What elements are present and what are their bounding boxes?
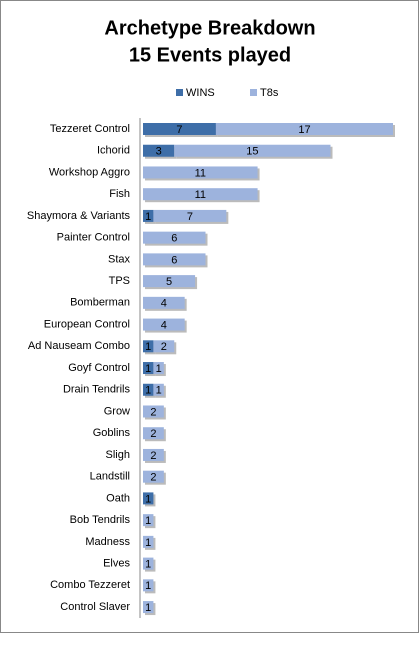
- bar: [143, 601, 154, 614]
- data-label: 1: [145, 341, 151, 353]
- chart-border: [0, 0, 419, 633]
- y-tick-label: Ad Nauseam Combo: [28, 340, 130, 352]
- bar: [143, 492, 154, 505]
- legend-label: WINS: [186, 87, 215, 99]
- bar: [143, 514, 154, 527]
- data-label: 5: [166, 276, 172, 288]
- y-tick-label: Bomberman: [70, 297, 130, 309]
- bar: [153, 362, 164, 375]
- bar: [143, 275, 196, 288]
- data-label: 1: [145, 515, 151, 527]
- bar: [153, 383, 164, 396]
- bar: [143, 188, 258, 201]
- y-tick-label: Madness: [85, 536, 130, 548]
- y-tick-label: European Control: [44, 318, 130, 330]
- data-label: 1: [156, 363, 162, 375]
- bar: [143, 296, 185, 309]
- data-label: 4: [161, 319, 167, 331]
- chart-title: Archetype Breakdown: [104, 17, 315, 39]
- y-tick-label: Stax: [108, 253, 131, 265]
- bar: [153, 340, 175, 353]
- y-tick-label: Landstill: [90, 471, 130, 483]
- bar: [143, 448, 164, 461]
- data-label: 6: [171, 254, 177, 266]
- bar: [143, 470, 164, 483]
- bar: [215, 123, 393, 135]
- bar: [143, 166, 258, 179]
- data-label: 3: [156, 146, 162, 158]
- y-tick-label: TPS: [109, 275, 130, 287]
- y-tick-label: Control Slaver: [60, 601, 130, 613]
- bar: [143, 209, 154, 222]
- bar: [143, 383, 154, 396]
- data-label: 2: [150, 406, 156, 418]
- bar: [143, 144, 175, 157]
- data-label: 2: [150, 450, 156, 462]
- data-label: 11: [195, 167, 206, 179]
- data-label: 17: [298, 124, 310, 136]
- bar: [143, 579, 154, 592]
- y-tick-label: Goblins: [93, 427, 131, 439]
- y-tick-label: Elves: [103, 558, 130, 570]
- legend-swatch: [176, 89, 183, 96]
- data-label: 1: [145, 559, 151, 571]
- y-tick-label: Painter Control: [57, 232, 130, 244]
- y-tick-label: Drain Tendrils: [63, 384, 131, 396]
- data-label: 1: [145, 363, 151, 375]
- data-label: 1: [145, 537, 151, 549]
- bar: [143, 231, 206, 244]
- y-tick-label: Tezzeret Control: [50, 123, 130, 135]
- data-label: 1: [145, 211, 151, 223]
- bar: [143, 123, 216, 135]
- bar: [143, 535, 154, 548]
- data-label: 7: [187, 211, 193, 223]
- bar: [153, 209, 227, 222]
- data-label: 1: [145, 385, 151, 397]
- bar: [143, 427, 164, 440]
- data-label: 6: [171, 233, 177, 245]
- y-tick-label: Grow: [104, 405, 130, 417]
- bar: [143, 340, 154, 353]
- y-tick-label: Bob Tendrils: [70, 514, 131, 526]
- legend-swatch: [250, 89, 257, 96]
- data-label: 7: [176, 124, 182, 136]
- y-tick-label: Ichorid: [97, 145, 130, 157]
- data-label: 4: [161, 298, 167, 310]
- data-label: 2: [150, 428, 156, 440]
- y-tick-label: Sligh: [106, 449, 130, 461]
- y-tick-label: Combo Tezzeret: [50, 579, 130, 591]
- data-label: 1: [145, 602, 151, 614]
- bar: [143, 557, 154, 570]
- data-label: 1: [145, 580, 151, 592]
- data-label: 1: [156, 385, 162, 397]
- y-tick-label: Oath: [106, 492, 130, 504]
- data-label: 15: [246, 146, 258, 158]
- bar: [143, 318, 185, 331]
- data-label: 11: [195, 189, 206, 201]
- y-tick-label: Goyf Control: [68, 362, 130, 374]
- legend-label: T8s: [260, 87, 279, 99]
- data-label: 1: [145, 493, 151, 505]
- bar: [143, 253, 206, 266]
- y-tick-label: Shaymora & Variants: [27, 210, 131, 222]
- data-label: 2: [161, 341, 167, 353]
- chart-subtitle: 15 Events played: [129, 44, 291, 66]
- y-tick-label: Workshop Aggro: [49, 166, 130, 178]
- y-tick-label: Fish: [109, 188, 130, 200]
- bar: [143, 405, 164, 418]
- bar: [174, 144, 331, 157]
- data-label: 2: [150, 472, 156, 484]
- bar: [143, 362, 154, 375]
